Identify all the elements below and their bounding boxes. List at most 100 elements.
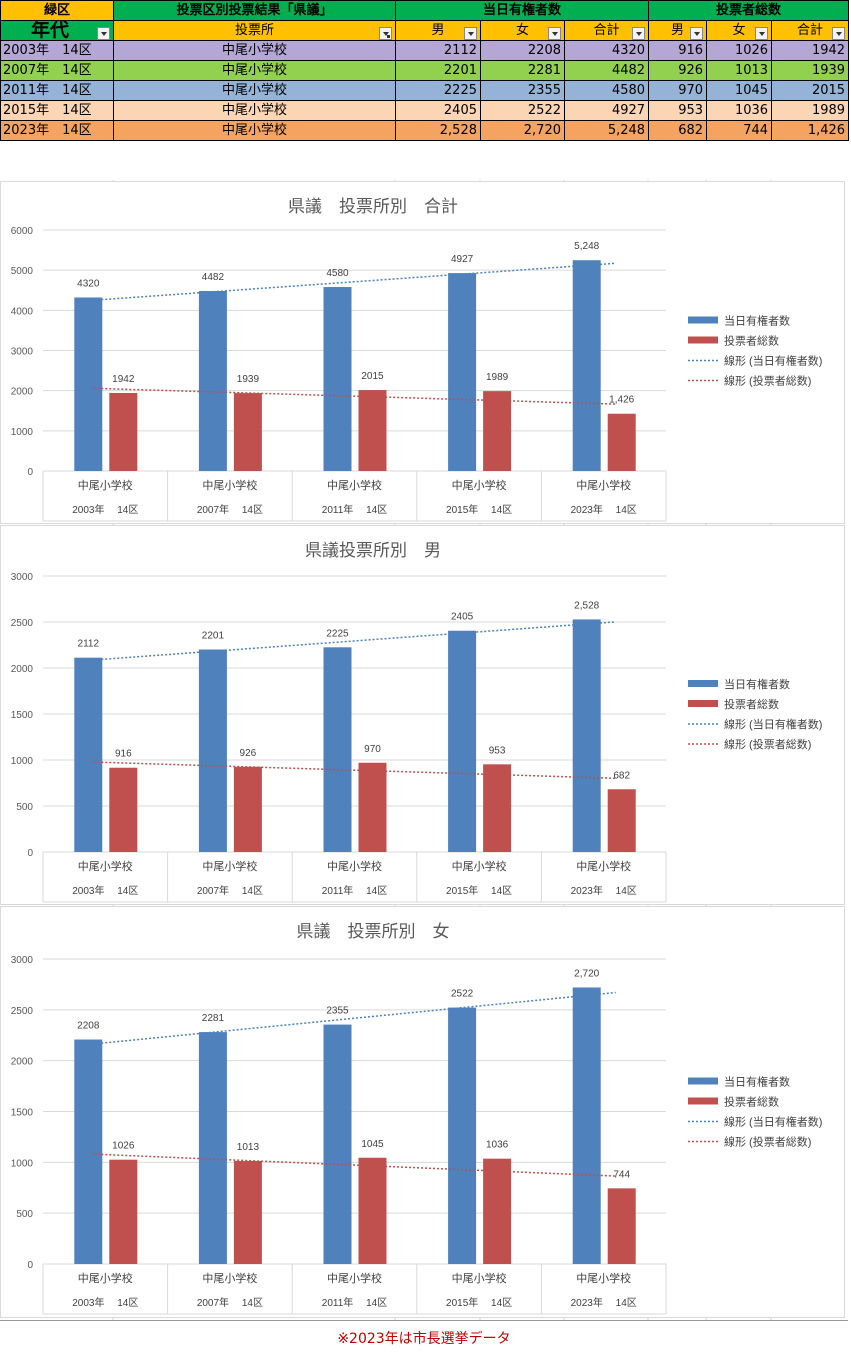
bar-voters [607,789,636,852]
vot-female-cell[interactable]: 1013 [706,60,773,81]
data-label: 2201 [202,631,225,642]
trendline [93,1153,616,1177]
y-tick-label: 1500 [11,710,34,721]
place-cell[interactable]: 中尾小学校 [113,40,396,61]
place-cell[interactable]: 中尾小学校 [113,100,396,121]
vot-total-cell[interactable]: 1989 [771,100,850,121]
table-row: 2007年 14区 中尾小学校 2201 2281 4482 926 1013 … [0,60,850,81]
col-reg-male-header[interactable]: 男 [395,20,481,41]
col-place-header[interactable]: 投票所 [113,20,396,41]
place-cell[interactable]: 中尾小学校 [113,80,396,101]
chart-male[interactable]: 県議投票所別 男 0 500 1000 1500 2000 2500 3000 2112 2201… [0,525,845,905]
legend-label: 線形 (当日有権者数) [724,1115,822,1129]
trendline [93,761,616,780]
col-era-label: 年代 [31,20,70,41]
vot-male-cell[interactable]: 682 [648,120,708,141]
y-tick-label: 6000 [11,226,34,237]
x-tick-sublabel: 2011年 14区 [322,503,387,516]
col-vot-male-header[interactable]: 男 [648,20,708,41]
sheet-title[interactable]: 投票区別投票結果「県議」 [113,0,396,21]
reg-total-cell[interactable]: 4320 [563,40,650,61]
vot-total-cell[interactable]: 1,426 [771,120,850,141]
filter-dropdown-icon[interactable] [755,27,769,40]
col-vot-total-header[interactable]: 合計 [771,20,850,41]
data-label: 953 [489,745,506,756]
reg-male-cell[interactable]: 2201 [395,60,481,81]
x-tick-sublabel: 2003年 14区 [72,884,138,897]
vot-female-cell[interactable]: 1045 [706,80,773,101]
reg-female-cell[interactable]: 2355 [480,80,565,101]
filter-dropdown-icon[interactable] [632,27,646,40]
reg-male-cell[interactable]: 2405 [395,100,481,121]
vot-female-cell[interactable]: 744 [706,120,773,141]
chart-female[interactable]: 県議 投票所別 女 0 500 1000 1500 2000 2500 3000 2208 228… [0,906,845,1318]
col-vot-female-header[interactable]: 女 [706,20,773,41]
col-reg-total-label: 合計 [593,23,620,38]
bar-registered [572,619,601,852]
group-registered-header[interactable]: 当日有権者数 [394,0,650,21]
era-cell[interactable]: 2011年 14区 [0,80,114,101]
x-tick-label: 中尾小学校 [452,1271,507,1285]
reg-total-cell[interactable]: 4580 [563,80,650,101]
footnote: ※2023年は市長選挙データ [0,1320,848,1361]
legend-label: 投票者総数 [724,1095,779,1109]
col-era-header[interactable]: 年代 [0,20,114,41]
col-reg-total-header[interactable]: 合計 [563,20,650,41]
chart-title: 県議 投票所別 合計 [288,197,458,216]
vot-total-cell[interactable]: 1939 [771,60,850,81]
x-tick-sublabel: 2007年 14区 [197,1296,263,1309]
bar-registered [198,1032,227,1264]
filter-dropdown-icon[interactable] [832,27,846,40]
reg-female-cell[interactable]: 2281 [480,60,565,81]
reg-female-cell[interactable]: 2522 [480,100,565,121]
group-voters-header[interactable]: 投票者総数 [648,0,850,21]
y-tick-label: 0 [27,467,33,478]
era-cell[interactable]: 2015年 14区 [0,100,114,121]
filter-dropdown-icon[interactable] [548,27,561,40]
reg-total-cell[interactable]: 4482 [563,60,650,81]
place-cell[interactable]: 中尾小学校 [113,60,396,81]
chart-total[interactable]: 県議 投票所別 合計 0 1000 2000 3000 4000 5000 6000 4320 4… [0,181,845,524]
era-cell[interactable]: 2003年 14区 [0,40,114,61]
table-row: 2003年 14区 中尾小学校 2112 2208 4320 916 1026 … [0,40,850,61]
vot-total-cell[interactable]: 1942 [771,40,850,61]
place-cell[interactable]: 中尾小学校 [113,120,396,141]
chart-title: 県議投票所別 男 [305,541,441,560]
vot-total-cell[interactable]: 2015 [771,80,850,101]
vot-male-cell[interactable]: 916 [648,40,708,61]
ward-cell[interactable]: 緑区 [0,0,114,21]
vot-male-cell[interactable]: 953 [648,100,708,121]
filter-dropdown-icon[interactable] [97,27,110,40]
vot-male-cell[interactable]: 926 [648,60,708,81]
era-cell[interactable]: 2007年 14区 [0,60,114,81]
reg-female-cell[interactable]: 2,720 [480,120,565,141]
col-reg-female-header[interactable]: 女 [480,20,565,41]
legend-label: 線形 (投票者総数) [724,737,811,751]
active-filter-icon[interactable] [379,27,392,40]
filter-dropdown-icon[interactable] [690,27,704,40]
reg-male-cell[interactable]: 2112 [395,40,481,61]
col-place-label: 投票所 [234,23,274,38]
bar-registered [323,1024,352,1264]
reg-total-cell[interactable]: 4927 [563,100,650,121]
reg-female-cell[interactable]: 2208 [480,40,565,61]
x-tick-label: 中尾小学校 [78,859,133,873]
reg-male-cell[interactable]: 2,528 [395,120,481,141]
bar-voters [358,1157,387,1264]
data-label: 970 [364,744,381,755]
era-cell[interactable]: 2023年 14区 [0,120,114,141]
vot-female-cell[interactable]: 1036 [706,100,773,121]
trendline [93,621,616,661]
bar-voters [607,413,636,471]
reg-total-cell[interactable]: 5,248 [563,120,650,141]
x-tick-sublabel: 2003年 14区 [72,503,138,516]
vot-female-cell[interactable]: 1026 [706,40,773,61]
bar-registered [448,1007,477,1264]
data-label: 2015 [361,371,384,382]
y-tick-label: 2500 [11,618,34,629]
vot-male-cell[interactable]: 970 [648,80,708,101]
table-row: 2023年 14区 中尾小学校 2,528 2,720 5,248 682 74… [0,120,850,141]
reg-male-cell[interactable]: 2225 [395,80,481,101]
x-tick-label: 中尾小学校 [576,1271,631,1285]
filter-dropdown-icon[interactable] [464,27,477,40]
